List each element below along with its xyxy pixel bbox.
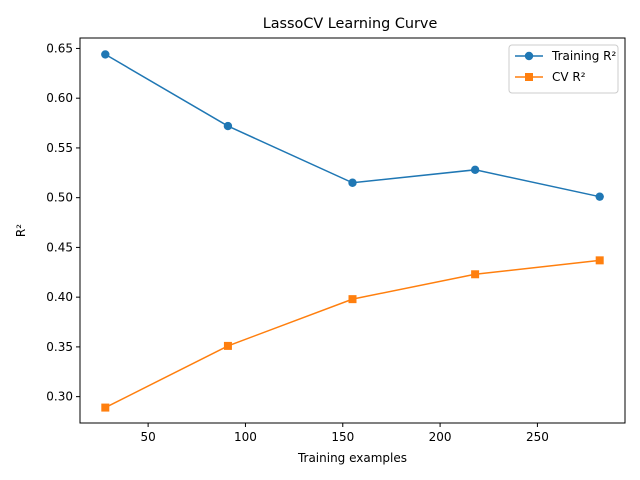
series-layer <box>101 50 604 412</box>
x-tick-label: 50 <box>140 430 155 444</box>
data-point-training <box>223 121 233 131</box>
x-axis-label: Training examples <box>297 451 407 465</box>
data-point-training <box>101 50 110 59</box>
data-point-training <box>348 178 357 187</box>
y-axis-label: R² <box>14 224 28 237</box>
y-tick-label: 0.35 <box>46 340 73 354</box>
data-point-cv <box>101 403 110 412</box>
y-tick-label: 0.30 <box>46 390 73 404</box>
legend-box <box>508 44 619 94</box>
x-axis-ticks: 50 100 150 200 250 <box>140 423 549 444</box>
y-tick-label: 0.65 <box>46 41 73 55</box>
y-tick-label: 0.60 <box>46 91 73 105</box>
data-point-training <box>470 165 480 175</box>
data-point-cv <box>595 256 604 265</box>
data-point-cv <box>471 270 480 279</box>
legend-marker-circle <box>524 51 534 61</box>
legend-marker-square <box>525 73 533 81</box>
x-tick-label: 150 <box>331 430 354 444</box>
plot-frame <box>79 37 626 424</box>
data-point-cv <box>348 295 357 304</box>
y-axis-ticks: 0.30 0.35 0.40 0.45 0.50 0.55 0.60 0.65 <box>46 41 80 404</box>
x-tick-label: 100 <box>234 430 257 444</box>
legend-label-0: Training R² <box>551 49 617 63</box>
x-tick-label: 200 <box>429 430 452 444</box>
legend: Training R² CV R² <box>508 44 619 94</box>
chart-title: LassoCV Learning Curve <box>263 16 438 32</box>
y-tick-label: 0.50 <box>46 191 73 205</box>
x-tick-label: 250 <box>526 430 549 444</box>
y-tick-label: 0.40 <box>46 290 73 304</box>
y-tick-label: 0.45 <box>46 240 73 254</box>
data-point-training <box>595 192 604 201</box>
legend-label-1: CV R² <box>552 70 586 84</box>
data-point-cv <box>223 341 232 350</box>
y-tick-label: 0.55 <box>46 141 73 155</box>
